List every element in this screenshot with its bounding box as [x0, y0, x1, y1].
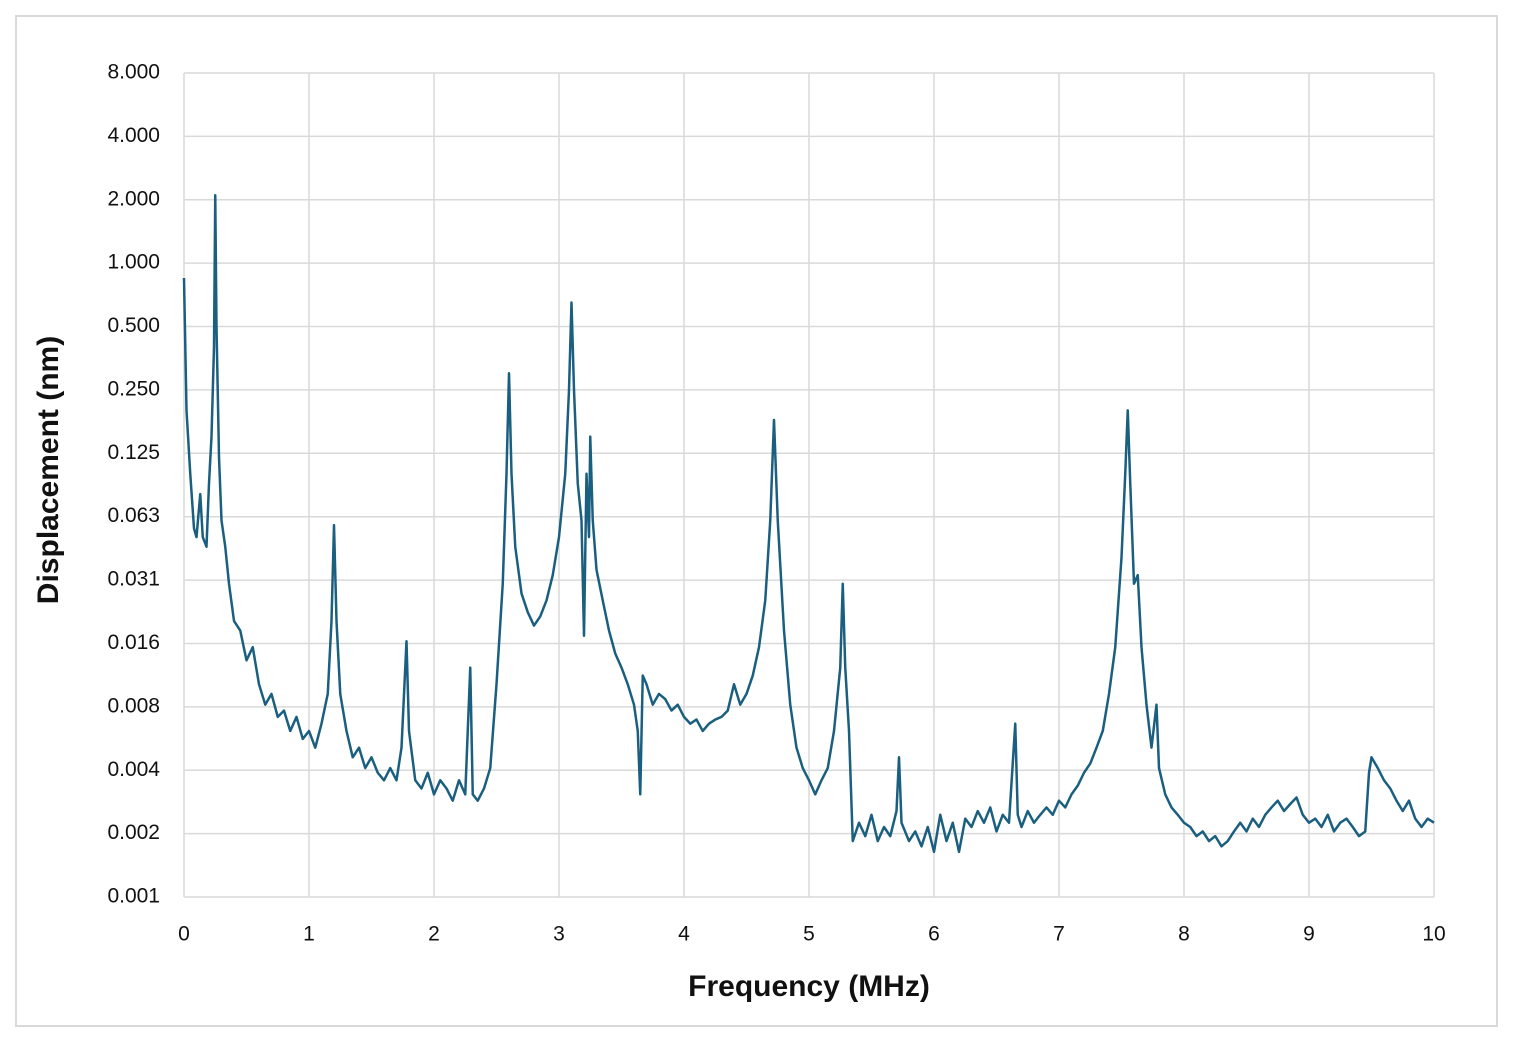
- x-tick-label: 1: [303, 923, 315, 946]
- x-tick-label: 10: [1422, 923, 1445, 946]
- y-tick-label: 4.000: [107, 124, 160, 147]
- x-tick-label: 5: [803, 923, 815, 946]
- x-tick-label: 9: [1303, 923, 1315, 946]
- y-tick-label: 0.500: [107, 314, 160, 337]
- x-axis-title: Frequency (MHz): [688, 970, 930, 1003]
- y-tick-label: 0.250: [107, 377, 160, 400]
- x-tick-label: 4: [678, 923, 690, 946]
- x-tick-label: 2: [428, 923, 440, 946]
- y-tick-label: 1.000: [107, 251, 160, 274]
- x-tick-label: 0: [178, 923, 190, 946]
- data-line: [182, 194, 1435, 854]
- y-tick-label: 2.000: [107, 187, 160, 210]
- y-axis-title: Displacement (nm): [32, 336, 65, 604]
- y-tick-label: 0.031: [107, 568, 160, 591]
- y-tick-label: 0.004: [107, 758, 160, 781]
- y-tick-label: 0.002: [107, 821, 160, 844]
- y-tick-label: 0.001: [107, 885, 160, 908]
- y-tick-label: 8.000: [107, 61, 160, 84]
- x-tick-label: 7: [1053, 923, 1065, 946]
- x-tick-label: 8: [1178, 923, 1190, 946]
- y-tick-label: 0.125: [107, 441, 160, 464]
- chart-frame: [15, 15, 1498, 1027]
- y-tick-label: 0.063: [107, 504, 160, 527]
- x-tick-label: 3: [553, 923, 565, 946]
- y-tick-label: 0.008: [107, 694, 160, 717]
- x-tick-label: 6: [928, 923, 940, 946]
- y-tick-label: 0.016: [107, 631, 160, 654]
